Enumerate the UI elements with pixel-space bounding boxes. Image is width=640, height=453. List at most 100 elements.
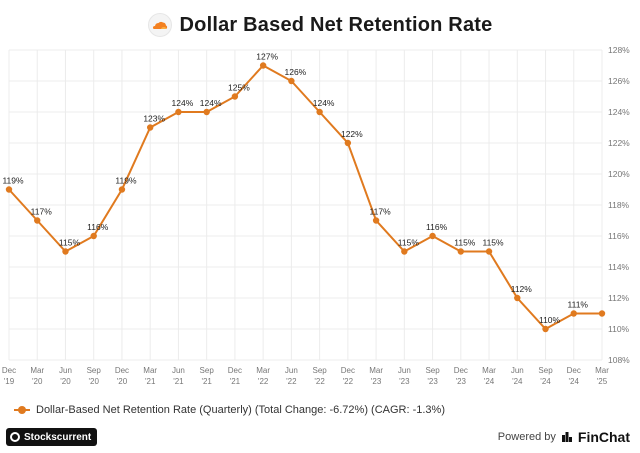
data-label: 110%: [539, 315, 561, 325]
data-point: [598, 310, 606, 317]
series-line: [8, 64, 602, 331]
y-tick-label: 110%: [608, 324, 630, 334]
x-tick-label: '23: [427, 377, 438, 386]
data-point: [175, 108, 182, 116]
data-label: 119%: [2, 176, 24, 186]
data-point: [457, 248, 465, 255]
data-label: 111%: [568, 300, 589, 310]
data-label: 115%: [482, 238, 504, 248]
x-tick-label: '21: [230, 377, 241, 386]
x-tick-label: '20: [60, 377, 71, 386]
x-tick-label: Jun: [172, 366, 185, 375]
data-point: [288, 77, 295, 85]
data-label: 127%: [256, 52, 278, 62]
x-tick-label: '22: [314, 377, 325, 386]
x-tick-label: '24: [512, 377, 523, 386]
x-tick-label: '24: [540, 377, 551, 386]
legend-label: Dollar-Based Net Retention Rate (Quarter…: [36, 404, 445, 416]
y-tick-label: 118%: [608, 200, 630, 210]
x-tick-label: '24: [484, 377, 495, 386]
data-point: [90, 232, 97, 240]
x-tick-label: '24: [569, 377, 580, 386]
x-tick-label: Mar: [256, 366, 270, 375]
x-tick-label: '21: [145, 377, 156, 386]
data-point: [5, 186, 13, 193]
x-tick-label: Jun: [285, 366, 298, 375]
x-tick-label: '23: [371, 377, 382, 386]
x-tick-label: Dec: [115, 366, 129, 375]
x-tick-label: Dec: [2, 366, 16, 375]
data-point: [429, 232, 436, 240]
y-tick-label: 120%: [608, 169, 630, 179]
y-tick-label: 124%: [608, 107, 630, 117]
data-label: 126%: [285, 67, 307, 77]
data-point: [344, 139, 352, 147]
data-label: 115%: [454, 238, 476, 248]
x-tick-label: Jun: [398, 366, 411, 375]
x-tick-label: Sep: [538, 366, 553, 375]
x-tick-label: '25: [597, 377, 608, 386]
data-label: 124%: [200, 98, 222, 108]
cloud-logo-icon: [147, 13, 172, 37]
x-tick-label: Dec: [454, 366, 468, 375]
chart-legend[interactable]: Dollar-Based Net Retention Rate (Quarter…: [14, 404, 445, 416]
x-tick-label: Mar: [595, 366, 609, 375]
chart-header: Dollar Based Net Retention Rate: [0, 10, 640, 40]
x-tick-label: Sep: [200, 366, 215, 375]
y-tick-label: 114%: [608, 262, 630, 272]
x-tick-label: '20: [117, 377, 128, 386]
data-label: 122%: [341, 129, 363, 139]
data-label: 119%: [115, 176, 137, 186]
y-tick-label: 128%: [608, 45, 630, 55]
x-tick-label: '23: [399, 377, 410, 386]
data-label: 112%: [511, 284, 533, 294]
data-label: 117%: [31, 207, 53, 217]
y-tick-label: 108%: [608, 355, 630, 365]
x-tick-label: Sep: [87, 366, 102, 375]
stockscurrent-logo: Stockscurrent: [6, 428, 98, 446]
data-point: [259, 62, 267, 69]
data-point: [485, 248, 493, 255]
x-tick-label: '23: [456, 377, 467, 386]
data-label: 123%: [143, 114, 165, 124]
data-point: [542, 325, 549, 333]
x-tick-label: '22: [258, 377, 269, 386]
data-point: [372, 217, 380, 224]
x-tick-label: '20: [32, 377, 43, 386]
x-tick-label: Dec: [567, 366, 581, 375]
x-tick-label: '21: [173, 377, 184, 386]
data-label: 116%: [426, 222, 448, 232]
data-point: [118, 186, 126, 193]
x-tick-label: Jun: [511, 366, 524, 375]
data-label: 115%: [59, 238, 81, 248]
stockscurrent-brand: Stockscurrent: [24, 431, 92, 443]
data-label: 124%: [313, 98, 335, 108]
data-label: 115%: [398, 238, 420, 248]
x-tick-label: '20: [88, 377, 99, 386]
x-tick-label: Dec: [228, 366, 242, 375]
finchat-logo-icon: [561, 431, 573, 443]
data-point: [62, 248, 69, 255]
data-label: 125%: [228, 83, 250, 93]
x-tick-label: Sep: [425, 366, 440, 375]
x-tick-label: '19: [4, 377, 15, 386]
data-point: [203, 108, 210, 116]
chart-title: Dollar Based Net Retention Rate: [179, 13, 493, 36]
legend-swatch-icon: [14, 405, 30, 415]
line-chart: 108% 110% 112% 114% 116% 118% 120% 122% 124% 126%…: [2, 45, 630, 386]
y-tick-label: 112%: [608, 293, 630, 303]
y-tick-label: 126%: [608, 76, 630, 86]
x-tick-label: Dec: [341, 366, 355, 375]
data-point: [316, 108, 323, 116]
data-point: [231, 93, 239, 100]
x-tick-label: Sep: [313, 366, 328, 375]
data-point: [514, 294, 521, 302]
powered-by: Powered by FinChat: [498, 428, 630, 446]
stockscurrent-icon: [10, 432, 20, 442]
data-label: 124%: [172, 98, 194, 108]
powered-by-label: Powered by: [497, 431, 556, 443]
x-tick-label: Jun: [59, 366, 72, 375]
data-label: 116%: [87, 222, 109, 232]
data-point: [146, 124, 154, 131]
data-point: [570, 310, 577, 317]
